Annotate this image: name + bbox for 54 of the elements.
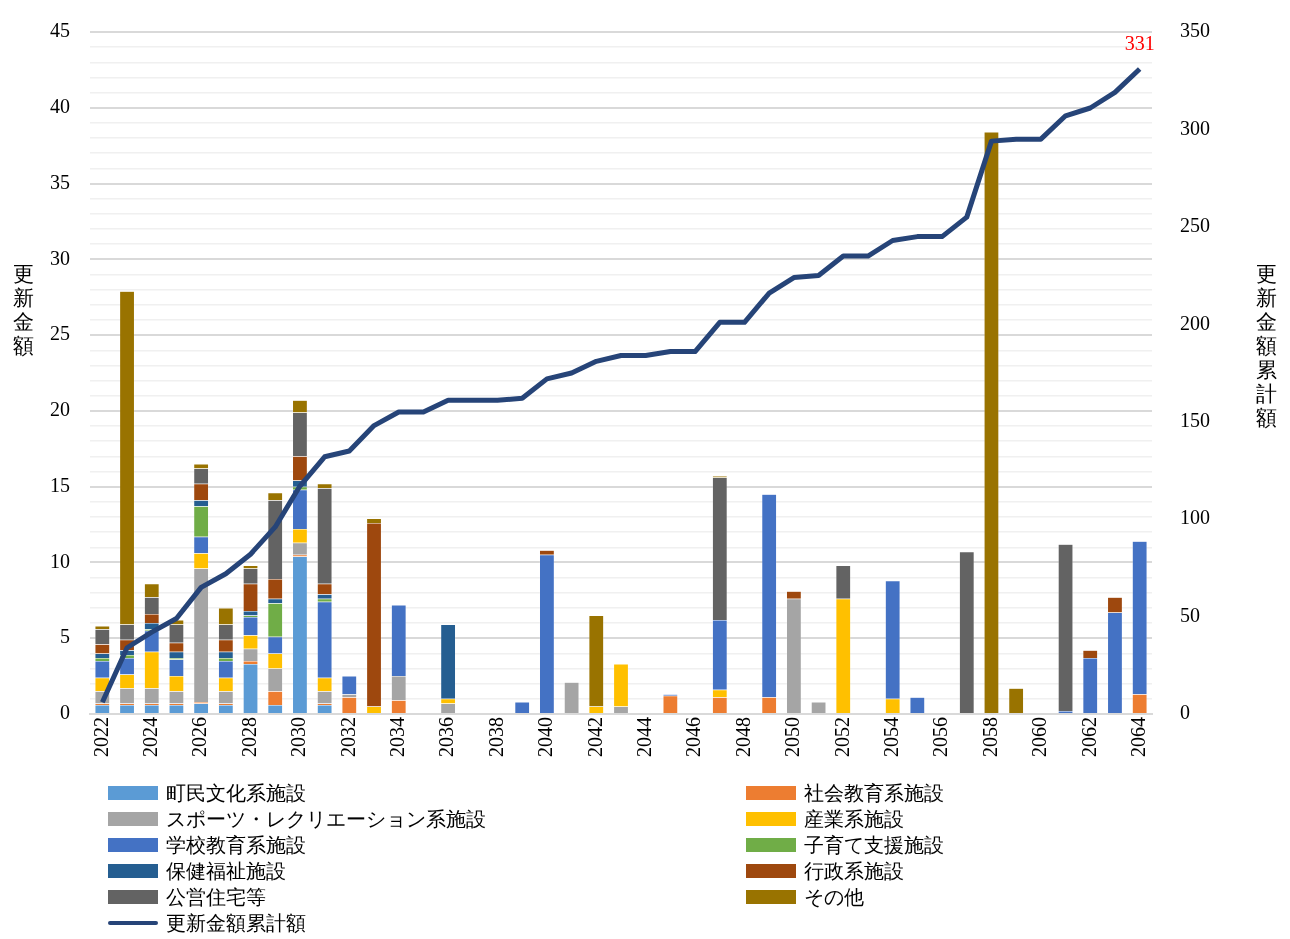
x-tick-label: 2032 [336,717,359,757]
legend-label: スポーツ・レクリエーション系施設 [166,808,486,830]
legend-label: 町民文化系施設 [166,782,306,804]
x-tick-label: 2028 [237,717,260,757]
x-tick-label: 2062 [1077,717,1100,757]
x-tick-label: 2038 [484,717,507,757]
x-tick-label: 2060 [1028,717,1051,757]
y2-tick-label: 300 [1180,116,1210,139]
x-tick-label: 2054 [879,717,902,757]
x-tick-label: 2050 [781,717,804,757]
y2-tick-label: 350 [1180,19,1210,42]
y-tick-label: 0 [60,701,70,724]
y-tick-label: 40 [50,95,70,118]
x-tick-label: 2044 [632,717,655,757]
data-label: 331 [1124,32,1155,55]
y2-tick-label: 100 [1180,506,1210,529]
legend-label: 公営住宅等 [166,886,266,908]
y2-tick-label: 250 [1180,214,1210,237]
y-tick-label: 25 [50,322,70,345]
y-tick-label: 20 [50,398,70,421]
x-tick-label: 2034 [385,717,408,757]
legend-label: 社会教育系施設 [804,782,944,804]
x-tick-label: 2046 [682,717,705,757]
x-tick-label: 2036 [435,717,458,757]
y2-tick-label: 150 [1180,408,1210,431]
y-tick-label: 15 [50,473,70,496]
x-tick-label: 2058 [978,717,1001,757]
x-tick-label: 2026 [188,717,211,757]
x-tick-label: 2040 [534,717,557,757]
y-axis-title: 更新金額 [11,262,35,358]
y-tick-label: 35 [50,170,70,193]
y-tick-label: 30 [50,246,70,269]
legend-label: 学校教育系施設 [166,834,306,856]
legend-label: 子育て支援施設 [804,834,944,856]
y2-tick-label: 0 [1180,701,1190,724]
x-tick-label: 2056 [929,717,952,757]
x-tick-label: 2042 [583,717,606,757]
y2-tick-label: 50 [1180,603,1200,626]
x-tick-label: 2064 [1126,717,1149,757]
x-tick-label: 2024 [138,717,161,757]
y-tick-label: 45 [50,19,70,42]
y-tick-label: 10 [50,549,70,572]
y2-tick-label: 200 [1180,311,1210,334]
x-tick-label: 2048 [731,717,754,757]
legend-label: 更新金額累計額 [166,912,306,934]
y2-axis-title: 更新金額累計額 [1254,262,1278,430]
x-tick-label: 2022 [89,717,112,757]
y-tick-label: 5 [60,625,70,648]
x-tick-label: 2030 [287,717,310,757]
legend-label: 保健福祉施設 [166,860,286,882]
legend-label: 産業系施設 [804,808,904,830]
legend-label: その他 [804,886,864,908]
legend-label: 行政系施設 [804,860,904,882]
x-tick-label: 2052 [830,717,853,757]
